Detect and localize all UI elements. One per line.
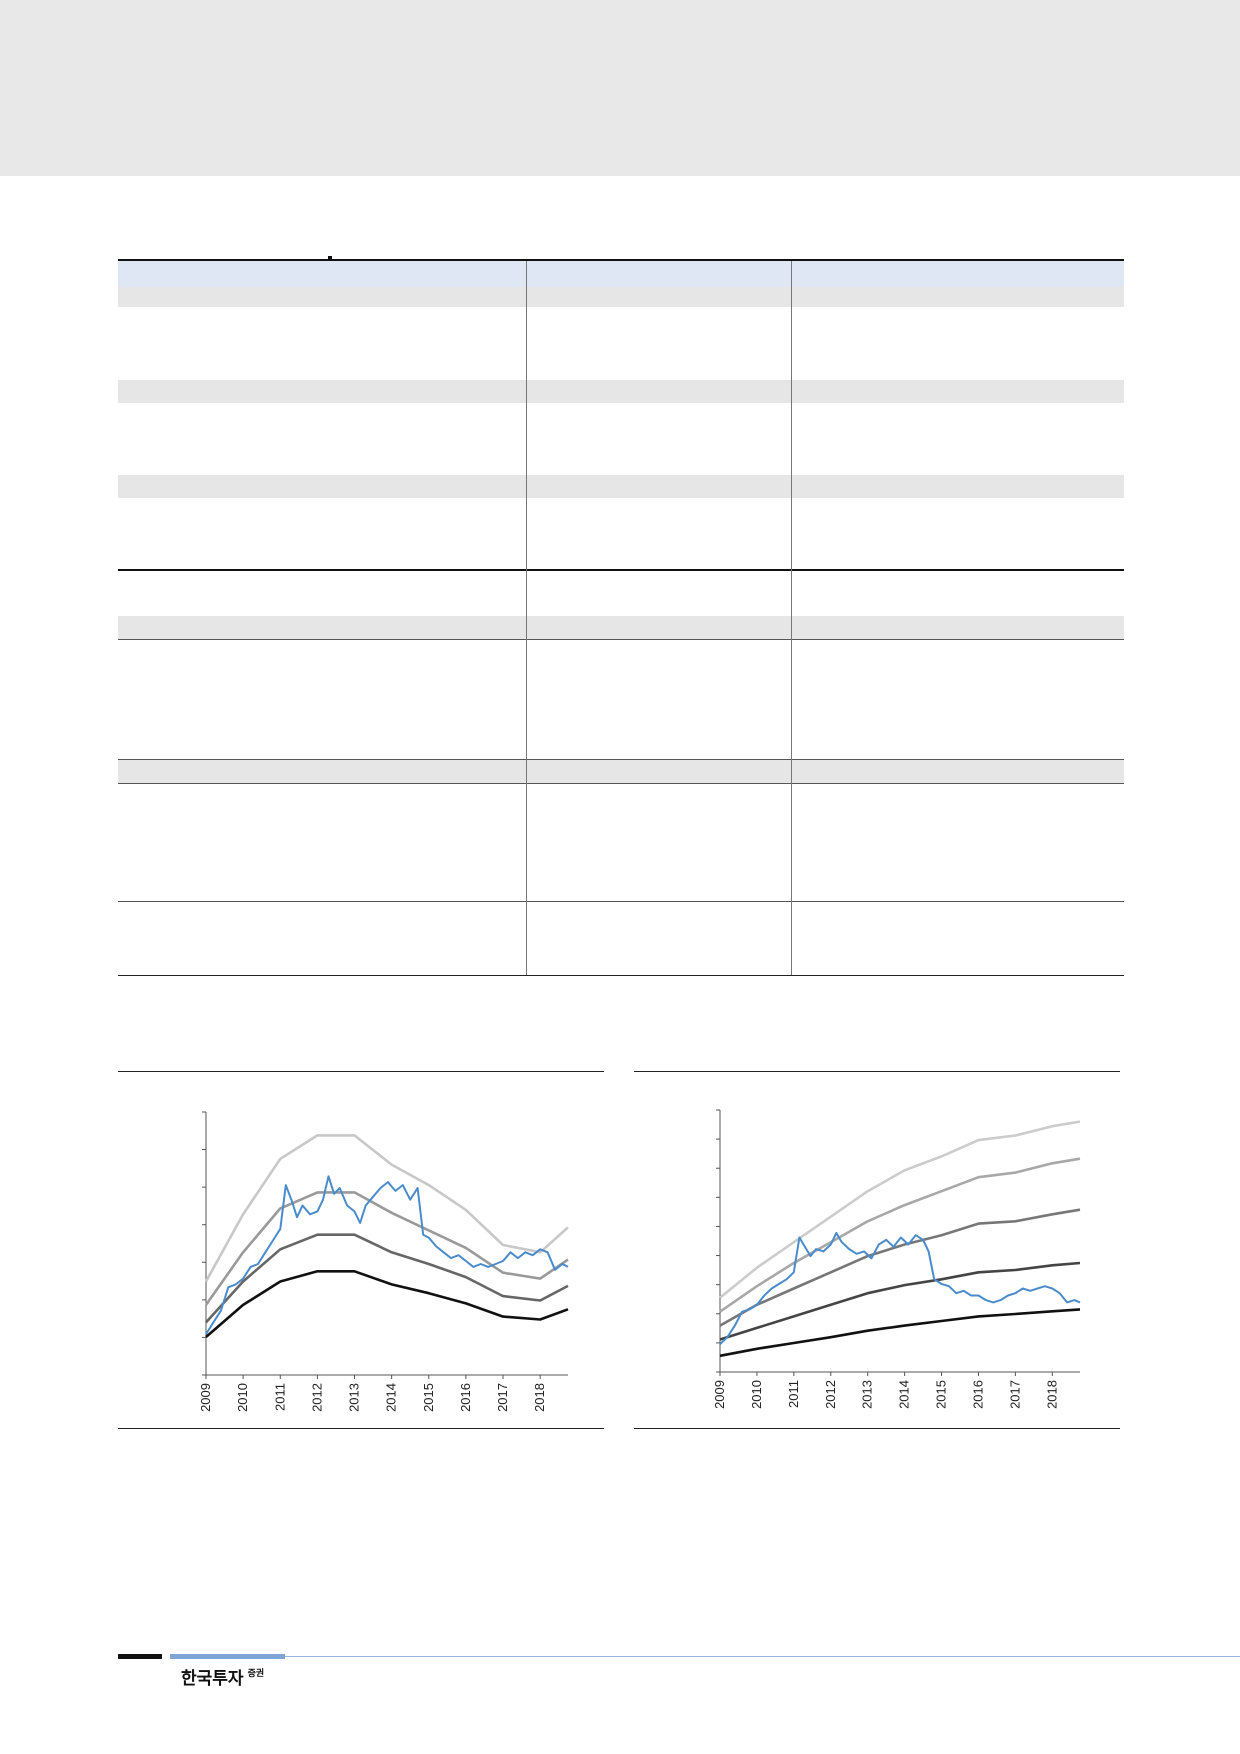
series-line [204,1191,569,1306]
table-section-row [118,616,1124,639]
x-tick-label: 2014 [384,1383,399,1412]
chart-panel-right: 2009 2010 2011 2012 2013 2014 2015 2016 2017 2018 [634,1071,1120,1429]
table-row-rule [118,901,1124,902]
line-chart-left: 2009 2010 2011 2012 2013 2014 2015 2016 2017 2018 [198,1111,569,1412]
series-line [205,1233,569,1324]
chart-panel-left: 2009 2010 2011 2012 2013 2014 2015 2016 2017 2018 [118,1071,604,1429]
x-tick-label: 2009 [198,1383,213,1412]
series-line [719,1157,1081,1313]
x-tick-label: 2015 [934,1380,949,1409]
table-section-row [118,759,1124,784]
x-tick-label: 2010 [235,1383,250,1412]
table-section-row [118,287,1124,307]
series-line [204,1134,569,1283]
header-notch [328,256,332,260]
table-top-rule [118,259,1124,261]
top-banner [0,0,1240,176]
x-tick-label: 2011 [786,1380,801,1408]
x-tick-label: 2011 [272,1383,287,1411]
line-chart-right: 2009 2010 2011 2012 2013 2014 2015 2016 2017 2018 [712,1109,1081,1409]
x-tick-label: 2013 [347,1383,362,1412]
x-tick-label: 2014 [897,1380,912,1409]
table-bottom-rule [118,975,1124,976]
series-line [205,1175,569,1335]
x-tick-label: 2015 [421,1383,436,1412]
brand-name: 한국투자 [181,1669,244,1689]
series-line [719,1231,1081,1345]
table-row-rule [118,639,1124,640]
chart-top-rule [634,1071,1120,1072]
x-tick-label: 2017 [1007,1380,1022,1409]
series-line [719,1120,1081,1299]
footer-rule [285,1656,1240,1657]
brand-logo: 한국투자 증권 [181,1664,264,1689]
x-tick-label: 2013 [860,1380,875,1409]
x-tick-label: 2012 [309,1383,324,1412]
series-line [719,1261,1081,1341]
chart-top-rule [118,1071,604,1072]
x-tick-label: 2016 [458,1383,473,1412]
x-tick-label: 2016 [970,1380,985,1409]
x-tick-label: 2018 [1044,1380,1059,1409]
x-tick-label: 2012 [823,1380,838,1409]
table-header-row [118,261,1124,287]
footer-accent-blue [170,1654,285,1659]
chart-bottom-rule [118,1428,604,1429]
table-divider-rule [118,569,1124,571]
footer-accent-black [118,1654,162,1659]
chart-bottom-rule [634,1428,1120,1429]
table-column-separator [791,261,792,975]
x-tick-label: 2017 [495,1383,510,1412]
series-line [719,1208,1081,1327]
table-column-separator [526,261,527,975]
table-section-row [118,475,1124,498]
x-tick-label: 2018 [532,1383,547,1412]
series-line [719,1308,1081,1358]
x-tick-label: 2010 [749,1380,764,1409]
table-section-row [118,380,1124,403]
brand-suffix: 증권 [247,1669,265,1679]
x-tick-label: 2009 [712,1380,727,1409]
series-line [205,1270,569,1338]
